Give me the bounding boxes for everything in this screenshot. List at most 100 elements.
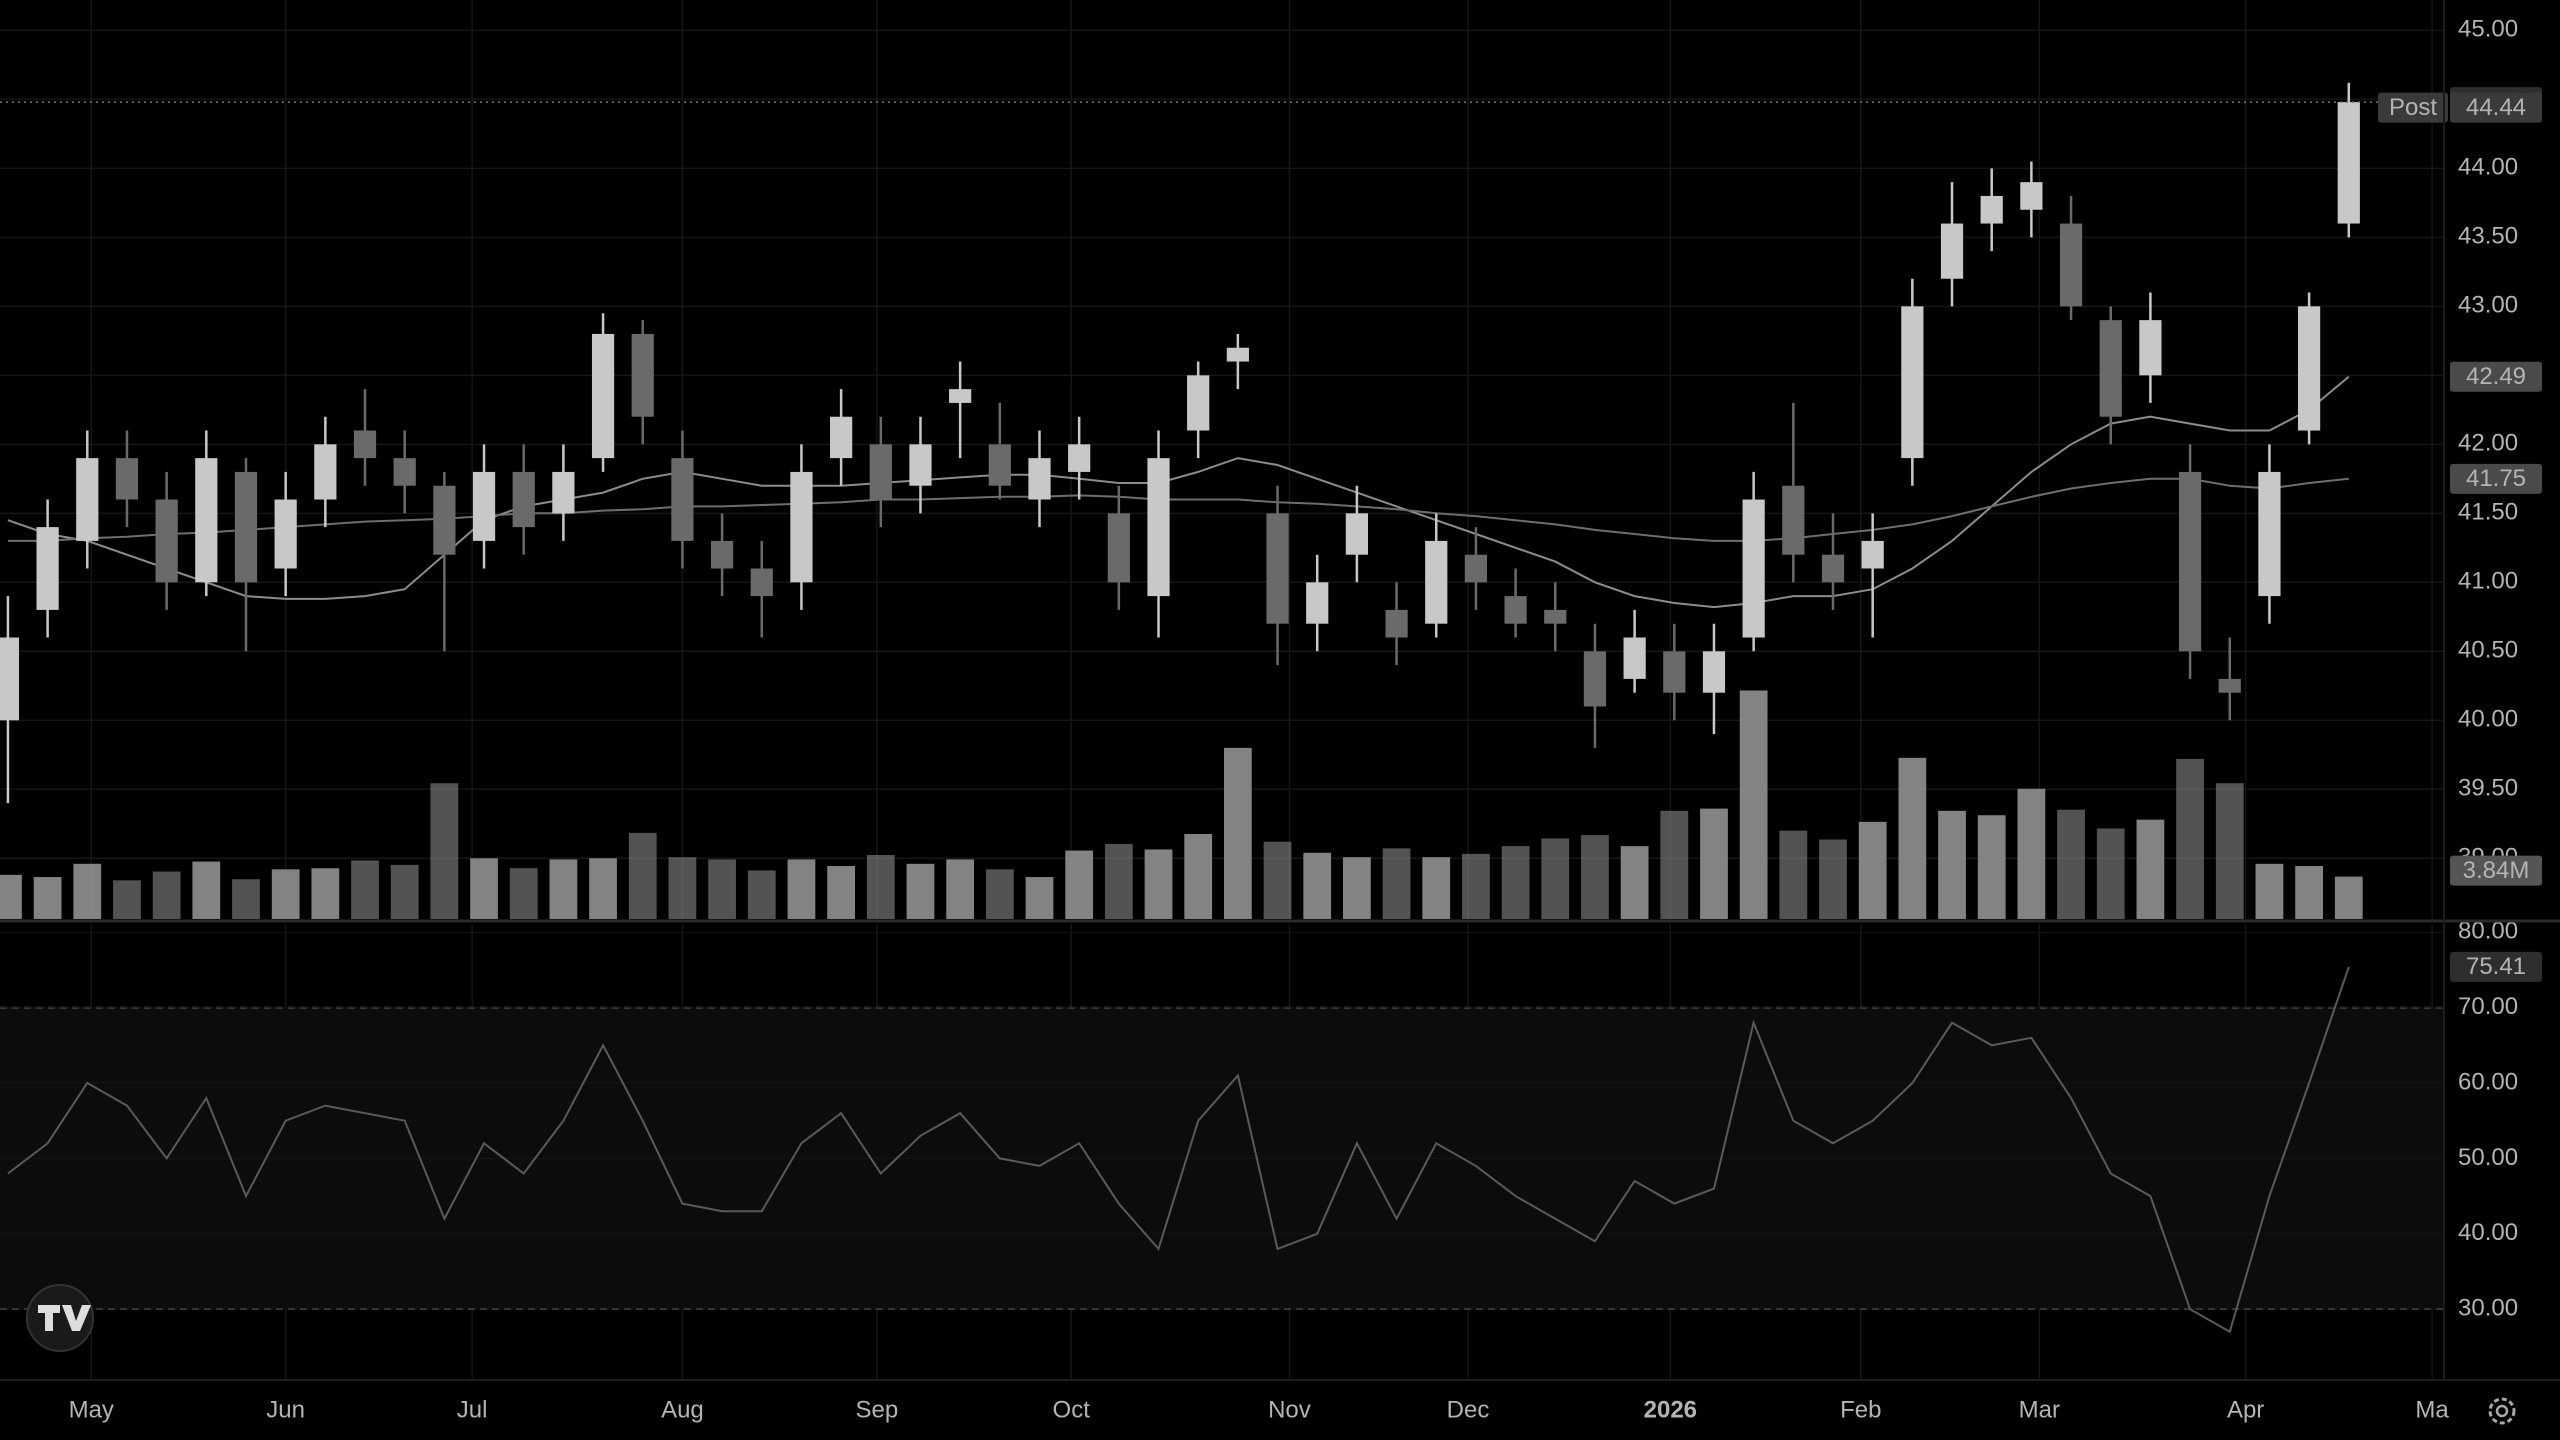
y-tick-label: 41.00 — [2458, 568, 2518, 595]
volume-bar — [73, 863, 102, 919]
candle-body — [36, 527, 59, 610]
y-tick-label: 40.00 — [2458, 706, 2518, 733]
volume-bar — [1263, 841, 1292, 919]
candle-body — [1544, 609, 1567, 624]
volume-bar — [470, 858, 498, 919]
settings-button[interactable] — [2488, 1397, 2516, 1425]
candle-body — [2059, 223, 2083, 307]
volume-bar — [2176, 758, 2204, 919]
candle-body — [2020, 182, 2043, 210]
y-tick-label: 41.50 — [2458, 499, 2518, 526]
x-tick-label: Sep — [855, 1396, 898, 1423]
candle-body — [1345, 513, 1369, 555]
x-tick-label: Oct — [1053, 1396, 1091, 1423]
volume-bar — [152, 871, 181, 919]
x-tick-label: Nov — [1268, 1396, 1311, 1423]
candle-body — [353, 430, 377, 459]
y-tick-label: 45.00 — [2458, 16, 2518, 43]
volume-bar — [232, 879, 260, 919]
candle-body — [512, 471, 535, 528]
candle-body — [1147, 458, 1170, 597]
gear-center[interactable] — [2495, 1404, 2509, 1418]
candle-body — [1464, 554, 1488, 583]
y-tick-label: 40.00 — [2458, 1219, 2518, 1246]
x-tick-label: Mar — [2019, 1396, 2060, 1423]
volume-bar — [1422, 857, 1451, 919]
candle-body — [1425, 540, 1448, 624]
candle-body — [1583, 651, 1607, 707]
volume-bar — [1858, 821, 1887, 919]
price-label: 42.49 — [2466, 363, 2526, 390]
candle-body — [1187, 375, 1210, 431]
volume-bar — [1620, 846, 1649, 919]
volume-bar — [1303, 852, 1332, 919]
volume-bar — [311, 868, 340, 919]
volume-bar — [1938, 810, 1966, 919]
y-tick-label: 70.00 — [2458, 993, 2518, 1020]
volume-bar — [549, 859, 578, 919]
candle-body — [393, 458, 416, 486]
candle-body — [1940, 223, 1964, 279]
volume-bar — [866, 854, 895, 919]
volume-bar — [668, 857, 697, 919]
volume-bar — [390, 864, 419, 919]
volume-bar — [1343, 857, 1371, 919]
x-tick-label: Aug — [661, 1396, 704, 1423]
candle-body — [1901, 306, 1924, 459]
y-tick-label: 39.50 — [2458, 775, 2518, 802]
y-tick-label: 44.00 — [2458, 154, 2518, 181]
price-label: 41.75 — [2466, 465, 2526, 492]
candle-body — [1742, 499, 1765, 638]
candle-body — [710, 540, 734, 569]
volume-bar — [2334, 876, 2363, 919]
y-tick-label: 50.00 — [2458, 1144, 2518, 1171]
candle-body — [2139, 320, 2162, 376]
volume-bar — [2136, 819, 2165, 919]
candle-body — [671, 458, 694, 541]
candle-body — [2297, 306, 2321, 431]
candle-body — [552, 471, 575, 514]
candle-body — [1068, 444, 1091, 472]
x-tick-label: Feb — [1840, 1396, 1881, 1423]
candle-body — [433, 485, 456, 555]
volume-bar — [1819, 839, 1847, 919]
candle-body — [274, 499, 297, 569]
candle-body — [155, 499, 178, 583]
logo-circle[interactable] — [26, 1284, 94, 1352]
candle-body — [1028, 458, 1051, 500]
candle-body — [1504, 596, 1527, 624]
volume-bar — [1025, 877, 1054, 919]
x-tick-label: May — [69, 1396, 114, 1423]
candle-body — [790, 471, 813, 583]
moving-average-line — [7, 375, 2350, 609]
volume-bar — [708, 859, 736, 919]
gear-outline[interactable] — [2488, 1397, 2516, 1425]
candle-body — [949, 389, 972, 403]
volume-bar — [1104, 843, 1133, 919]
price-label: 44.44 — [2466, 94, 2526, 121]
x-tick-label: Jul — [457, 1396, 488, 1423]
candle-body — [1623, 637, 1646, 679]
volume-bar — [1541, 838, 1570, 919]
candle-body — [195, 458, 218, 583]
candle-body — [2337, 102, 2360, 224]
volume-bar — [1739, 690, 1768, 919]
logo-glyph[interactable] — [38, 1305, 91, 1331]
candle-body — [115, 458, 139, 500]
volume-bar — [589, 858, 617, 919]
volume-bar — [747, 870, 776, 919]
moving-average-line — [7, 477, 2349, 542]
volume-bar — [2215, 783, 2244, 919]
candle-body — [1306, 582, 1329, 624]
candle-body — [1861, 540, 1884, 569]
volume-bar — [509, 868, 538, 919]
volume-bar — [2057, 809, 2085, 919]
volume-bar — [1779, 830, 1808, 919]
logo[interactable] — [26, 1284, 94, 1352]
rsi-line — [7, 966, 2350, 1334]
volume-bar — [1977, 815, 2006, 919]
candle-body — [1385, 609, 1408, 638]
